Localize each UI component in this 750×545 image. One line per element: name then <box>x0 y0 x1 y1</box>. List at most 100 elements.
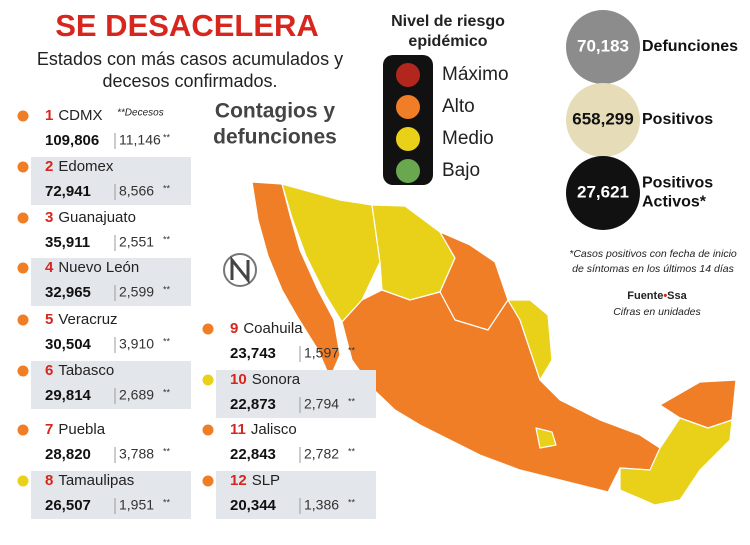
state-rank: 9 <box>230 320 238 337</box>
legend-label: Alto <box>442 96 475 117</box>
state-rank: 4 <box>45 259 54 276</box>
state-name: Guanajuato <box>58 209 136 226</box>
state-deaths: 8,566 <box>119 183 154 199</box>
state-deaths: 3,910 <box>119 336 154 352</box>
logo-n <box>230 255 250 285</box>
total-value: 658,299 <box>572 109 633 128</box>
state-cases: 30,504 <box>45 336 92 353</box>
state-rank: 3 <box>45 209 53 226</box>
risk-dot <box>17 212 29 224</box>
state-deaths: 1,597 <box>304 345 339 361</box>
state-rank: 5 <box>45 311 53 328</box>
state-label: 6 Tabasco <box>45 362 114 379</box>
footnote: de síntomas en los últimos 14 días <box>572 263 734 275</box>
state-name: Puebla <box>58 421 105 438</box>
state-label: 1 CDMX <box>45 107 103 124</box>
total-label: Defunciones <box>642 38 738 55</box>
deaths-mark: ** <box>163 132 171 142</box>
map-region <box>535 427 557 449</box>
state-name: Jalisco <box>251 421 297 438</box>
state-label: 7 Puebla <box>45 421 106 438</box>
state-rank: 2 <box>45 158 53 175</box>
total-circle <box>566 156 640 230</box>
map-region <box>507 299 553 381</box>
map-region <box>619 417 733 506</box>
subtitle: Estados con más casos acumulados y <box>37 49 343 69</box>
state-rank: 11 <box>230 421 246 438</box>
state-name: SLP <box>252 472 280 489</box>
traffic-light <box>383 55 433 185</box>
source: Fuente•Ssa <box>627 290 687 302</box>
title: SE DESACELERA <box>55 8 319 43</box>
state-rank: 12 <box>230 472 247 489</box>
state-cases: 35,911 <box>45 234 90 251</box>
deaths-mark: ** <box>163 497 171 507</box>
state-cases: 22,843 <box>230 446 276 463</box>
state-deaths: 1,386 <box>304 497 339 513</box>
state-label: 8 Tamaulipas <box>45 472 134 489</box>
subtitle: decesos confirmados. <box>102 71 277 91</box>
state-label: 11 Jalisco <box>230 421 297 438</box>
state-name: Coahuila <box>243 320 303 337</box>
state-cases: 26,507 <box>45 497 91 514</box>
state-rank: 6 <box>45 362 53 379</box>
state-cases: 20,344 <box>230 497 277 514</box>
state-cases: 72,941 <box>45 183 91 200</box>
section-title: Contagios y <box>215 100 335 123</box>
state-name: Sonora <box>252 371 301 388</box>
source-dot: • <box>663 290 667 302</box>
state-rank: 10 <box>230 371 247 388</box>
state-cases: 28,820 <box>45 446 91 463</box>
state-name: Tabasco <box>58 362 114 379</box>
risk-dot <box>17 475 29 487</box>
deaths-mark: ** <box>163 183 171 193</box>
row-background <box>216 471 376 519</box>
state-label: 9 Coahuila <box>230 320 303 337</box>
legend-title: Nivel de riesgo <box>391 13 505 30</box>
state-rank: 7 <box>45 421 53 438</box>
row-background <box>31 157 191 205</box>
risk-dot <box>17 161 29 173</box>
risk-dot <box>202 475 214 487</box>
state-deaths: 2,599 <box>119 284 154 300</box>
map-region <box>659 379 737 429</box>
legend-light <box>396 95 420 119</box>
state-cases: 23,743 <box>230 345 276 362</box>
deaths-mark: ** <box>163 234 171 244</box>
deaths-mark: ** <box>348 345 356 355</box>
risk-dot <box>17 110 29 122</box>
state-cases: 22,873 <box>230 396 276 413</box>
risk-dot <box>17 424 29 436</box>
deaths-mark: ** <box>163 387 171 397</box>
legend-light <box>396 127 420 151</box>
deaths-mark: ** <box>348 446 356 456</box>
state-label: 10 Sonora <box>230 371 301 388</box>
state-deaths: 2,782 <box>304 446 339 462</box>
legend-label: Bajo <box>442 160 480 181</box>
deaths-mark: ** <box>163 336 171 346</box>
source-name: Ssa <box>667 290 687 302</box>
total-circle <box>566 83 640 157</box>
deaths-mark: ** <box>348 497 356 507</box>
deaths-mark: ** <box>348 396 356 406</box>
state-cases: 109,806 <box>45 132 99 149</box>
total-label: Activos* <box>642 194 707 211</box>
row-background <box>31 258 191 306</box>
legend-label: Máximo <box>442 64 509 85</box>
north-logo <box>223 253 257 287</box>
risk-dot <box>202 424 214 436</box>
legend-light <box>396 159 420 183</box>
state-cases: 32,965 <box>45 284 91 301</box>
row-background <box>31 471 191 519</box>
state-label: 2 Edomex <box>45 158 114 175</box>
state-name: Tamaulipas <box>58 472 134 489</box>
risk-dot <box>17 365 29 377</box>
footnote: *Casos positivos con fecha de inicio <box>569 248 737 260</box>
state-deaths: 2,689 <box>119 387 154 403</box>
risk-dot <box>17 314 29 326</box>
state-label: 5 Veracruz <box>45 311 118 328</box>
legend-label: Medio <box>442 128 494 149</box>
state-deaths: 3,788 <box>119 446 154 462</box>
section-title: defunciones <box>213 126 337 149</box>
state-name: Veracruz <box>58 311 117 328</box>
